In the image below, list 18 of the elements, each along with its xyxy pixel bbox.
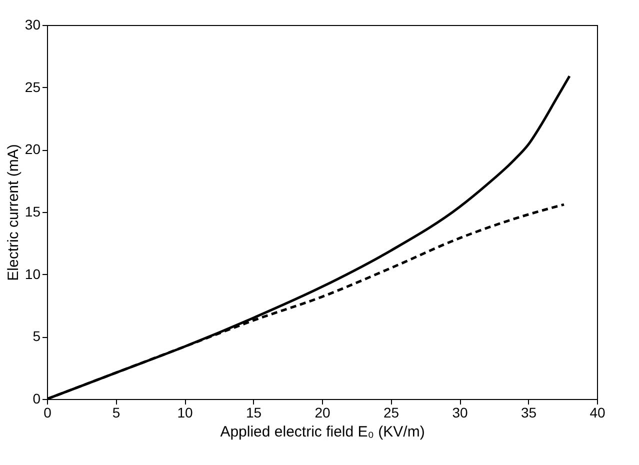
x-tick-label: 0 — [44, 404, 52, 420]
x-tick-label: 25 — [383, 404, 400, 420]
x-tick-label: 40 — [590, 404, 606, 420]
y-tick-label: 0 — [32, 390, 41, 406]
x-tick-label: 35 — [520, 404, 537, 420]
x-axis-title: Applied electric field E₀ (KV/m) — [220, 424, 425, 440]
y-tick-label: 15 — [24, 204, 41, 220]
y-tick-label: 5 — [32, 328, 41, 344]
y-tick-label: 30 — [24, 16, 41, 32]
x-tick-label: 30 — [452, 404, 468, 420]
x-tick-label: 10 — [177, 404, 193, 420]
y-tick-label: 25 — [24, 78, 41, 95]
y-tick-label: 20 — [24, 141, 41, 158]
x-tick-label: 15 — [246, 404, 262, 420]
y-axis-title: Electric current (mA) — [4, 144, 22, 281]
y-tick-label: 10 — [24, 266, 41, 282]
x-tick-label: 5 — [112, 404, 120, 420]
x-tick-label: 20 — [314, 404, 330, 420]
